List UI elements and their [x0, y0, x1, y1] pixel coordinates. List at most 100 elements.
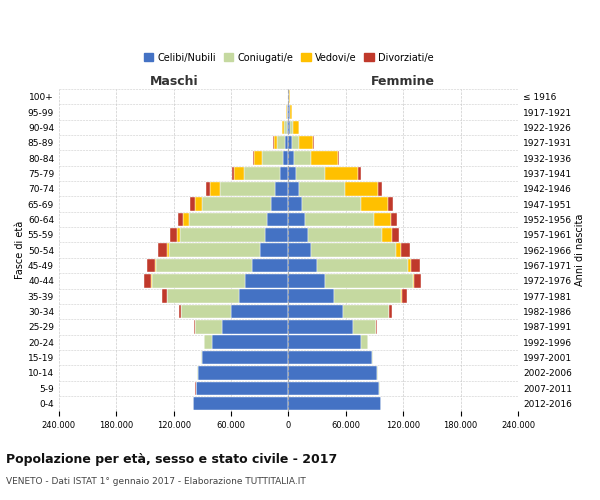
Bar — [289, 290, 334, 303]
Bar — [290, 120, 293, 134]
Bar — [376, 320, 377, 334]
Bar — [289, 228, 308, 241]
Bar — [313, 136, 314, 149]
Y-axis label: Anni di nascita: Anni di nascita — [575, 214, 585, 286]
Bar — [401, 290, 402, 303]
Bar — [389, 305, 392, 318]
Bar — [220, 182, 275, 196]
Bar — [232, 166, 234, 180]
Bar — [260, 244, 289, 257]
Bar — [283, 152, 289, 165]
Bar — [289, 166, 296, 180]
Bar — [239, 290, 289, 303]
Bar — [205, 336, 212, 349]
Bar — [162, 290, 167, 303]
Bar — [190, 198, 195, 211]
Bar — [201, 351, 202, 364]
Bar — [358, 166, 361, 180]
Bar — [296, 166, 325, 180]
Bar — [408, 259, 411, 272]
Bar — [311, 244, 395, 257]
Bar — [179, 305, 181, 318]
Text: Maschi: Maschi — [149, 76, 198, 88]
Bar — [274, 136, 277, 149]
Bar — [411, 259, 419, 272]
Bar — [284, 120, 287, 134]
Bar — [169, 244, 260, 257]
Bar — [289, 198, 302, 211]
Bar — [289, 351, 372, 364]
Bar — [158, 244, 167, 257]
Bar — [289, 336, 361, 349]
Bar — [221, 320, 289, 334]
Bar — [202, 351, 289, 364]
Bar — [289, 382, 379, 395]
Bar — [244, 166, 280, 180]
Bar — [245, 274, 289, 287]
Bar — [253, 152, 254, 165]
Bar — [193, 397, 289, 410]
Bar — [265, 228, 289, 241]
Bar — [280, 166, 289, 180]
Y-axis label: Fasce di età: Fasce di età — [15, 221, 25, 280]
Bar — [311, 152, 338, 165]
Bar — [289, 274, 325, 287]
Bar — [325, 274, 413, 287]
Bar — [299, 182, 345, 196]
Bar — [391, 212, 397, 226]
Bar — [353, 320, 376, 334]
Bar — [395, 244, 401, 257]
Bar — [212, 336, 289, 349]
Bar — [305, 212, 374, 226]
Bar — [202, 198, 271, 211]
Bar — [189, 212, 268, 226]
Bar — [231, 305, 289, 318]
Bar — [273, 136, 274, 149]
Legend: Celibi/Nubili, Coniugati/e, Vedovi/e, Divorziati/e: Celibi/Nubili, Coniugati/e, Vedovi/e, Di… — [140, 49, 437, 66]
Bar — [176, 228, 181, 241]
Bar — [196, 382, 289, 395]
Bar — [392, 228, 400, 241]
Bar — [275, 182, 289, 196]
Bar — [234, 166, 244, 180]
Bar — [170, 228, 176, 241]
Bar — [338, 152, 339, 165]
Bar — [289, 152, 294, 165]
Text: Popolazione per età, sesso e stato civile - 2017: Popolazione per età, sesso e stato civil… — [6, 452, 337, 466]
Bar — [374, 212, 391, 226]
Bar — [289, 259, 317, 272]
Bar — [287, 106, 289, 119]
Bar — [289, 397, 382, 410]
Bar — [285, 136, 289, 149]
Bar — [157, 259, 252, 272]
Bar — [308, 228, 382, 241]
Bar — [372, 351, 373, 364]
Bar — [167, 290, 239, 303]
Bar — [289, 106, 290, 119]
Bar — [413, 274, 415, 287]
Text: VENETO - Dati ISTAT 1° gennaio 2017 - Elaborazione TUTTITALIA.IT: VENETO - Dati ISTAT 1° gennaio 2017 - El… — [6, 478, 306, 486]
Bar — [282, 120, 284, 134]
Bar — [325, 166, 358, 180]
Bar — [345, 182, 379, 196]
Bar — [361, 198, 388, 211]
Bar — [343, 305, 389, 318]
Bar — [183, 212, 189, 226]
Bar — [195, 198, 202, 211]
Bar — [290, 106, 292, 119]
Bar — [361, 336, 368, 349]
Bar — [293, 120, 299, 134]
Bar — [294, 152, 311, 165]
Bar — [178, 212, 183, 226]
Bar — [181, 228, 265, 241]
Bar — [151, 274, 152, 287]
Bar — [197, 366, 289, 380]
Bar — [262, 152, 283, 165]
Bar — [388, 198, 393, 211]
Bar — [334, 290, 401, 303]
Bar — [155, 259, 157, 272]
Bar — [302, 198, 361, 211]
Bar — [289, 212, 305, 226]
Bar — [268, 212, 289, 226]
Bar — [181, 305, 231, 318]
